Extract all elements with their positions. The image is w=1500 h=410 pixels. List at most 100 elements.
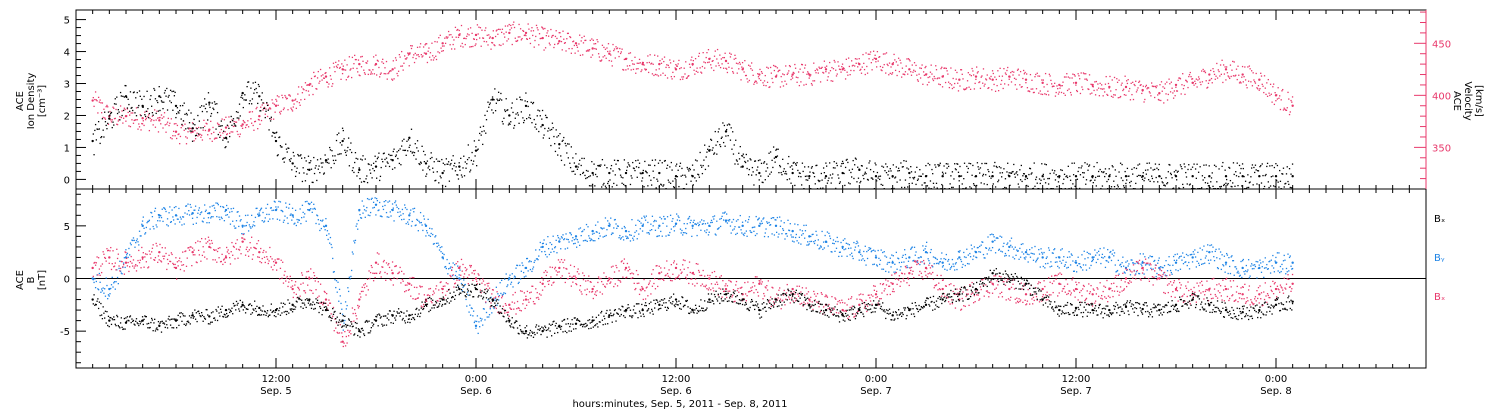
ion-density-trace-dot [721, 136, 723, 138]
velocity-trace-dot [1160, 99, 1162, 102]
velocity-trace-dot [310, 83, 312, 85]
velocity-trace-dot [809, 75, 811, 77]
by-trace-dot [861, 255, 863, 257]
velocity-trace-dot [750, 67, 752, 70]
ion-density-trace-dot [1020, 164, 1022, 167]
velocity-trace-dot [505, 31, 507, 33]
by-trace-dot [302, 211, 304, 214]
ion-density-trace-dot [825, 162, 827, 164]
by-trace-dot [751, 226, 754, 229]
ion-density-trace-dot [304, 180, 307, 182]
by-trace-dot [613, 227, 615, 229]
by-trace-dot [660, 230, 662, 233]
velocity-trace-dot [935, 69, 938, 71]
ion-density-trace-dot [573, 162, 576, 164]
by-trace-dot [933, 263, 935, 265]
by-trace-dot [1244, 273, 1246, 275]
velocity-trace-dot [629, 52, 632, 54]
by-trace-dot [949, 268, 951, 270]
velocity-trace-dot [1258, 89, 1260, 91]
ion-density-trace-dot [220, 120, 222, 122]
by-trace-dot [1212, 246, 1214, 248]
velocity-trace-dot [298, 102, 301, 104]
velocity-trace-dot [579, 34, 581, 36]
ion-density-trace-dot [957, 171, 960, 173]
ion-density-trace-dot [945, 163, 947, 165]
by-trace-dot [903, 261, 905, 263]
by-trace-dot [833, 242, 835, 245]
velocity-trace-dot [144, 111, 146, 113]
ion-density-trace-dot [187, 127, 189, 129]
ion-density-trace-dot [691, 164, 694, 166]
by-trace-dot [1122, 256, 1124, 258]
ion-density-trace-dot [1208, 165, 1210, 167]
by-trace-dot [1278, 252, 1280, 254]
velocity-trace-dot [280, 110, 282, 112]
by-trace-dot [767, 236, 769, 238]
by-trace-dot [1117, 259, 1119, 262]
ion-density-trace-dot [522, 117, 524, 119]
velocity-trace-dot [1152, 85, 1154, 88]
by-trace-dot [521, 262, 523, 264]
by-trace-dot [107, 294, 110, 296]
ion-density-trace-dot [647, 164, 650, 166]
velocity-trace-dot [567, 32, 569, 35]
by-trace-dot [1217, 267, 1219, 270]
by-trace-dot [1152, 268, 1154, 270]
velocity-trace-dot [159, 116, 161, 119]
ion-density-trace-dot [856, 181, 858, 183]
ion-density-trace-dot [1118, 171, 1120, 173]
ion-density-trace-dot [797, 175, 800, 178]
by-trace-dot [919, 263, 921, 266]
velocity-trace-dot [513, 26, 516, 29]
ion-density-trace-dot [936, 187, 938, 189]
ion-density-trace-dot [685, 176, 687, 178]
velocity-trace-dot [346, 64, 348, 66]
by-trace-dot [360, 217, 362, 219]
by-trace-dot [988, 249, 990, 251]
velocity-trace-dot [335, 61, 337, 64]
by-trace-dot [1198, 264, 1201, 267]
by-trace-dot [1120, 266, 1122, 268]
velocity-trace-dot [302, 88, 304, 90]
velocity-trace-dot [954, 69, 957, 71]
velocity-trace-dot [1170, 81, 1172, 83]
ion-density-trace-dot [843, 172, 845, 175]
ion-density-trace-dot [254, 88, 256, 91]
by-trace-dot [819, 247, 821, 249]
ion-density-trace-dot [729, 139, 732, 141]
velocity-trace-dot [1234, 75, 1236, 77]
velocity-trace-dot [487, 44, 489, 46]
velocity-trace-dot [998, 75, 1001, 77]
velocity-trace-dot [620, 51, 622, 53]
ion-density-trace-dot [649, 164, 651, 166]
ion-density-trace-dot [1281, 173, 1283, 175]
by-trace-dot [463, 284, 466, 286]
by-trace-dot [485, 311, 488, 314]
velocity-trace-dot [1003, 68, 1005, 70]
velocity-trace-dot [254, 121, 256, 123]
velocity-point [1058, 83, 1061, 87]
ion-density-trace-dot [463, 155, 465, 157]
velocity-trace-dot [920, 67, 922, 70]
ion-density-trace-dot [440, 177, 442, 179]
by-trace-dot [1063, 256, 1065, 258]
by-trace-dot [273, 200, 276, 203]
velocity-trace-dot [938, 83, 940, 85]
velocity-point [491, 36, 494, 40]
ion-density-trace-dot [1231, 186, 1233, 188]
by-trace-dot [785, 233, 787, 235]
by-trace-dot [704, 223, 707, 225]
by-trace-dot [360, 217, 363, 219]
ion-density-trace-dot [1033, 162, 1035, 164]
velocity-point [824, 68, 828, 71]
ion-density-trace-dot [513, 127, 515, 129]
ion-density-trace-dot [252, 82, 254, 84]
velocity-trace-dot [860, 68, 862, 71]
ion-density-trace-dot [986, 183, 988, 186]
ion-density-trace-dot [457, 178, 460, 180]
ion-density-trace-dot [1171, 177, 1173, 179]
ion-density-trace-dot [1082, 171, 1084, 174]
ion-density-trace-dot [1288, 168, 1291, 170]
by-trace-dot [320, 227, 322, 230]
